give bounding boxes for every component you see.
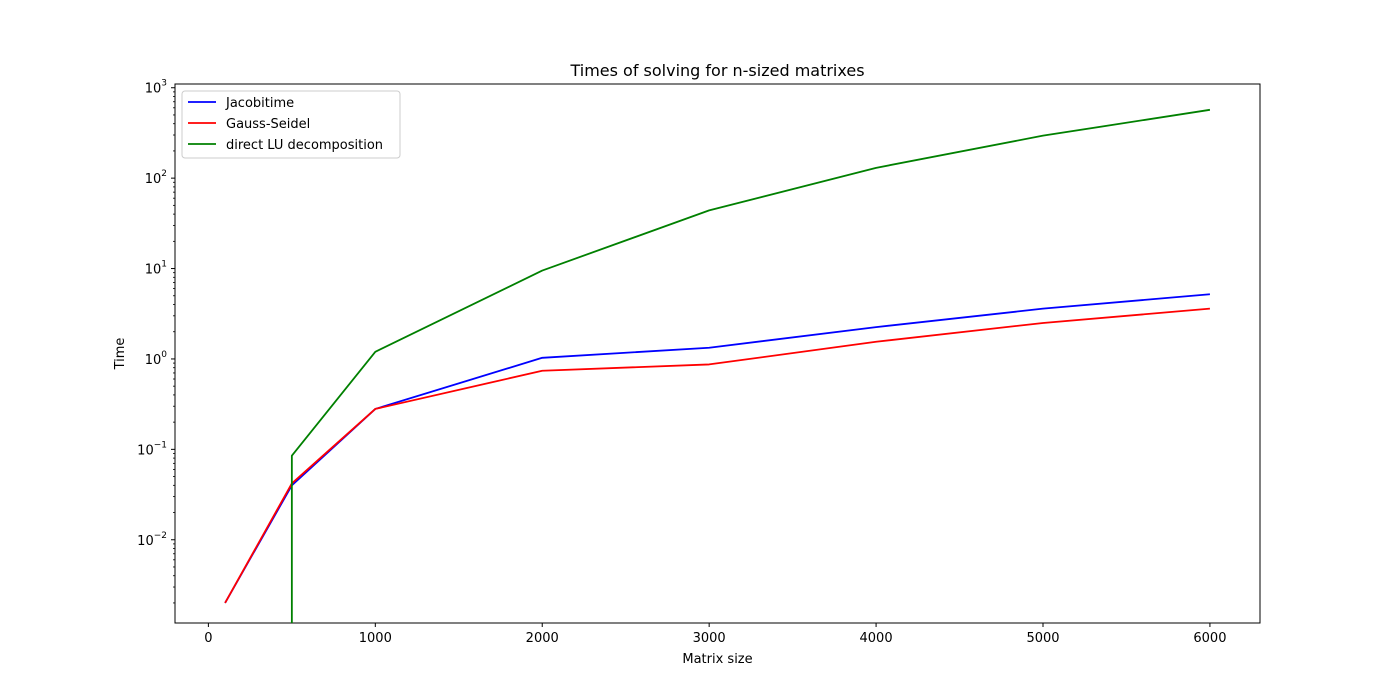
- legend-box: [181, 90, 401, 159]
- series-line-2: [224, 307, 1210, 604]
- y-axis-label: Time: [113, 338, 128, 371]
- y-tick-label: 102: [145, 169, 167, 187]
- x-tick-label: 2000: [526, 631, 559, 646]
- y-tick-label: 10−2: [137, 531, 167, 549]
- legend-label: Jacobitime: [225, 96, 294, 111]
- y-tick-label: 101: [145, 260, 167, 278]
- x-tick-label: 5000: [1026, 631, 1059, 646]
- y-axis-ticks: 10−2 10−1 100 101 102 103: [137, 79, 175, 604]
- x-tick-label: 3000: [693, 631, 726, 646]
- y-tick-label: 100: [145, 350, 168, 368]
- legend-label: direct LU decomposition: [226, 138, 383, 153]
- x-axis-ticks: 0 1000 2000 3000 4000 5000 6000: [204, 623, 1226, 646]
- x-tick-label: 6000: [1193, 631, 1226, 646]
- x-tick-label: 0: [204, 631, 212, 646]
- series-layer: [224, 108, 1211, 623]
- x-tick-label: 4000: [860, 631, 893, 646]
- x-axis-label: Matrix size: [682, 652, 752, 667]
- chart-title: Times of solving for n-sized matrixes: [569, 61, 864, 80]
- legend-label: Gauss-Seidel: [226, 117, 310, 132]
- x-tick-label: 1000: [359, 631, 392, 646]
- y-tick-label: 103: [145, 79, 167, 97]
- legend: Jacobitime Gauss-Seidel direct LU decompos…: [181, 90, 401, 159]
- plot-area: [174, 83, 1261, 624]
- series-line-1: [224, 293, 1210, 604]
- series-line-3: [290, 108, 1211, 623]
- y-tick-label: 10−1: [137, 440, 167, 458]
